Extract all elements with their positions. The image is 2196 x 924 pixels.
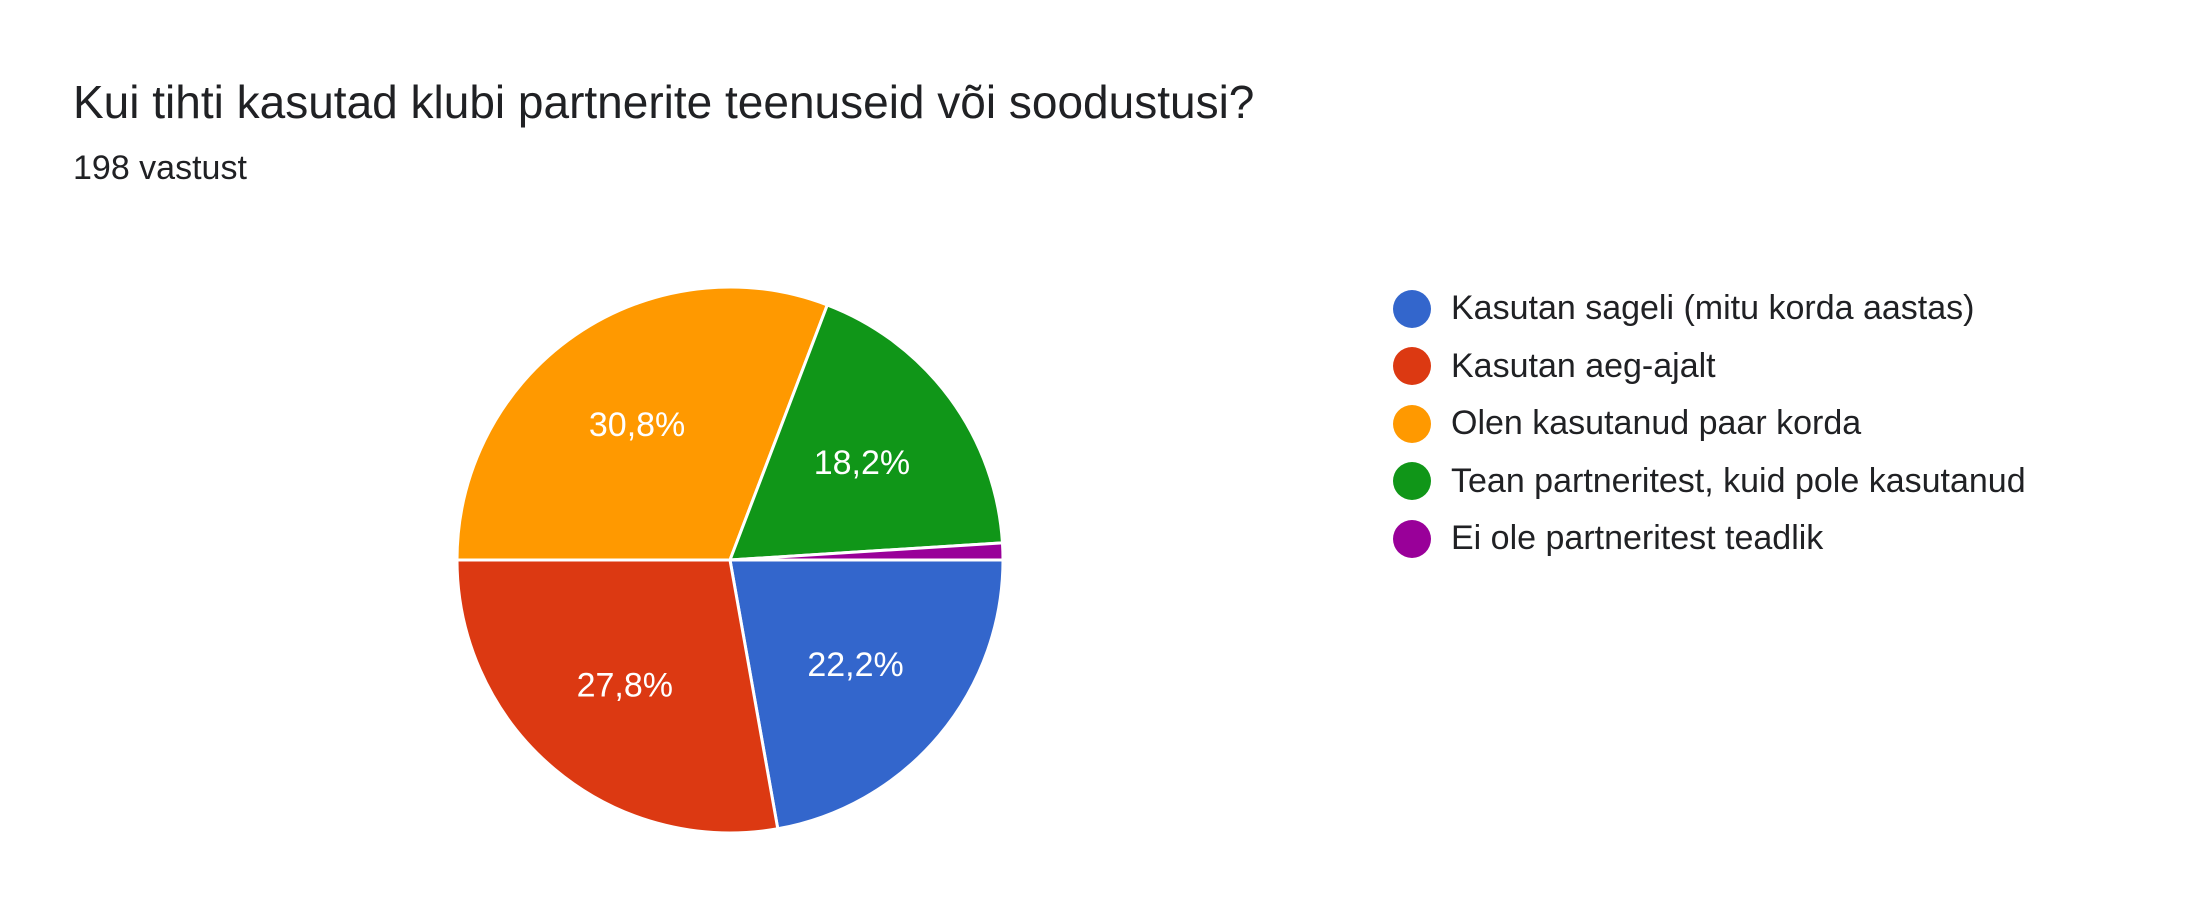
legend-label: Tean partneritest, kuid pole kasutanud <box>1451 461 2026 500</box>
legend-swatch-icon <box>1393 519 1431 558</box>
legend-swatch-icon <box>1393 462 1431 501</box>
pie-slice-4 <box>728 303 1004 562</box>
legend-item-5: Ei ole partneritest teadlik <box>1393 510 2026 568</box>
chart-legend: Kasutan sageli (mitu korda aastas) Kasuta… <box>1393 280 2026 568</box>
pie-slice-label-2: 27,8% <box>577 667 673 705</box>
legend-item-3: Olen kasutanud paar korda <box>1393 395 2026 453</box>
legend-item-1: Kasutan sageli (mitu korda aastas) <box>1393 280 2026 338</box>
legend-label: Kasutan aeg-ajalt <box>1451 346 1716 385</box>
pie-slice-1 <box>728 558 1005 831</box>
legend-label: Olen kasutanud paar korda <box>1451 404 1862 443</box>
legend-label: Kasutan sageli (mitu korda aastas) <box>1451 289 1975 328</box>
legend-item-2: Kasutan aeg-ajalt <box>1393 338 2026 396</box>
pie-chart: 22,2% 27,8% 30,8% 18,2% <box>455 285 1005 835</box>
legend-swatch-icon <box>1393 404 1431 443</box>
pie-slice-3 <box>455 285 829 562</box>
pie-slice-5 <box>728 541 1005 562</box>
legend-label: Ei ole partneritest teadlik <box>1451 519 1824 558</box>
legend-swatch-icon <box>1393 347 1431 386</box>
chart-title: Kui tihti kasutad klubi partnerite teenu… <box>73 76 1255 128</box>
response-count: 198 vastust <box>73 149 247 187</box>
pie-slice-label-3: 30,8% <box>589 406 685 444</box>
pie-slice-label-1: 22,2% <box>807 646 903 684</box>
pie-slice-2 <box>455 558 780 835</box>
legend-item-4: Tean partneritest, kuid pole kasutanud <box>1393 453 2026 511</box>
legend-swatch-icon <box>1393 289 1431 328</box>
pie-slice-label-4: 18,2% <box>814 444 910 482</box>
